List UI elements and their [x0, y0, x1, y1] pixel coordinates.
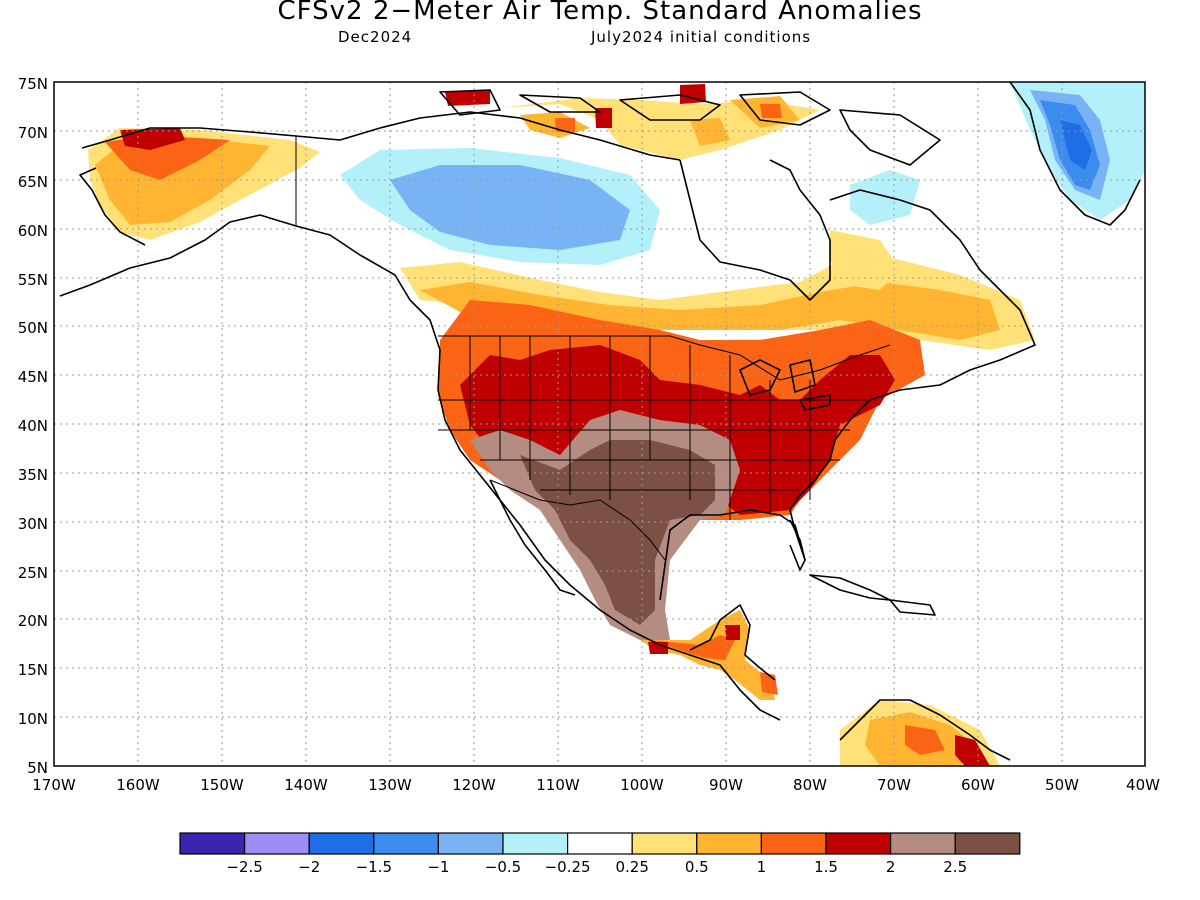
lat-label: 75N	[18, 75, 48, 93]
colorbar-swatch	[502, 832, 569, 855]
lat-label: 45N	[18, 368, 48, 386]
lon-label: 50W	[1045, 776, 1079, 794]
colorbar-swatch	[308, 832, 375, 855]
colorbar: −2.5 −2 −1.5 −1 −0.5 −0.25 0.25 0.5 1 1.5 2 2.5	[179, 832, 1021, 876]
lon-label: 60W	[961, 776, 995, 794]
colorbar-label: −0.25	[545, 858, 591, 876]
florida-coastline	[789, 509, 806, 571]
colorbar-label: 2.5	[943, 858, 967, 876]
colorbar-label: −0.5	[485, 858, 521, 876]
lat-label: 5N	[27, 759, 48, 777]
lat-label: 60N	[18, 222, 48, 240]
colorbar-swatch	[954, 832, 1021, 855]
lat-label: 55N	[18, 271, 48, 289]
arctic-warm-area	[500, 98, 820, 160]
greenland-very-cold	[1060, 120, 1092, 170]
east-coast-coastline	[789, 384, 941, 511]
hudson-bay-coastline	[679, 159, 831, 301]
lon-label: 80W	[793, 776, 827, 794]
south-america-hot	[955, 735, 990, 766]
alaska-coastline	[59, 127, 297, 297]
lat-label: 65N	[18, 173, 48, 191]
lat-label: 15N	[18, 661, 48, 679]
map-frame	[53, 81, 1146, 767]
longitude-labels: 170W 160W 150W 140W 130W 120W 110W 100W …	[32, 776, 1160, 794]
colorbar-swatch	[244, 832, 310, 855]
colorbar-label: 0.5	[685, 858, 709, 876]
colorbar-swatch	[889, 832, 956, 855]
colorbar-swatch	[696, 832, 762, 855]
arctic-warm-patches	[520, 96, 800, 146]
lat-label: 25N	[18, 564, 48, 582]
colorbar-label: 1.5	[814, 858, 838, 876]
central-america-hot-patches	[648, 625, 740, 654]
great-lakes	[739, 359, 831, 411]
lon-label: 160W	[116, 776, 160, 794]
colorbar-label: 1	[757, 858, 767, 876]
us-mexico-border	[489, 479, 666, 561]
greenland-coastline	[1009, 82, 1141, 226]
hudson-cool-light	[850, 170, 920, 225]
lon-label: 170W	[32, 776, 76, 794]
colorbar-swatch	[760, 832, 827, 855]
yucatan-coastline	[689, 604, 776, 681]
lon-label: 130W	[368, 776, 412, 794]
south-america-coastline	[839, 699, 1011, 761]
lat-label: 40N	[18, 417, 48, 435]
colorbar-swatch	[373, 832, 439, 855]
arctic-islands	[439, 89, 941, 166]
colorbar-label: 0.25	[615, 858, 648, 876]
lon-label: 110W	[536, 776, 580, 794]
lon-label: 120W	[452, 776, 496, 794]
labrador-coastline	[829, 189, 1036, 386]
alaska-hot-area	[120, 128, 185, 150]
hispaniola-coastline	[889, 599, 936, 616]
colorbar-swatch	[566, 832, 633, 855]
colorbar-swatch	[437, 832, 504, 855]
us-canada-border	[438, 335, 891, 381]
lat-label: 70N	[18, 124, 48, 142]
forecast-month: Dec2024	[338, 28, 413, 46]
colorbar-swatches	[179, 832, 1021, 855]
lon-label: 90W	[709, 776, 743, 794]
lat-label: 20N	[18, 612, 48, 630]
lat-label: 35N	[18, 466, 48, 484]
lat-label: 10N	[18, 710, 48, 728]
colorbar-swatch	[825, 832, 892, 855]
lon-label: 140W	[284, 776, 328, 794]
lon-label: 100W	[620, 776, 664, 794]
coastlines	[59, 82, 1141, 761]
colorbar-label: −2	[298, 858, 320, 876]
colorbar-label: 2	[886, 858, 896, 876]
lat-label: 30N	[18, 515, 48, 533]
lon-label: 150W	[200, 776, 244, 794]
colorbar-swatch	[631, 832, 698, 855]
graticule	[54, 82, 1145, 766]
baja-coastline	[489, 479, 576, 596]
south-america-warmer	[905, 725, 945, 755]
colorbar-labels: −2.5 −2 −1.5 −1 −0.5 −0.25 0.25 0.5 1 1.5 2 2.5	[226, 858, 967, 876]
lon-label: 40W	[1126, 776, 1160, 794]
central-america-warmer-area	[650, 635, 778, 695]
chart-title: CFSv2 2−Meter Air Temp. Standard Anomali…	[277, 0, 923, 26]
lat-label: 50N	[18, 319, 48, 337]
lon-label: 70W	[877, 776, 911, 794]
labrador-warm-light	[830, 230, 900, 290]
colorbar-label: −1	[427, 858, 449, 876]
latitude-labels: 75N 70N 65N 60N 55N 50N 45N 40N 35N 30N …	[18, 75, 48, 777]
political-borders	[295, 136, 891, 561]
colorbar-label: −2.5	[226, 858, 262, 876]
initial-conditions: July2024 initial conditions	[591, 28, 812, 46]
us-state-lines	[438, 336, 870, 520]
southern-canada-warm	[420, 282, 1000, 340]
southcentral-extreme-area	[520, 440, 715, 625]
colorbar-swatch	[179, 832, 246, 855]
colorbar-label: −1.5	[356, 858, 392, 876]
canada-arctic-coastline	[295, 111, 681, 161]
